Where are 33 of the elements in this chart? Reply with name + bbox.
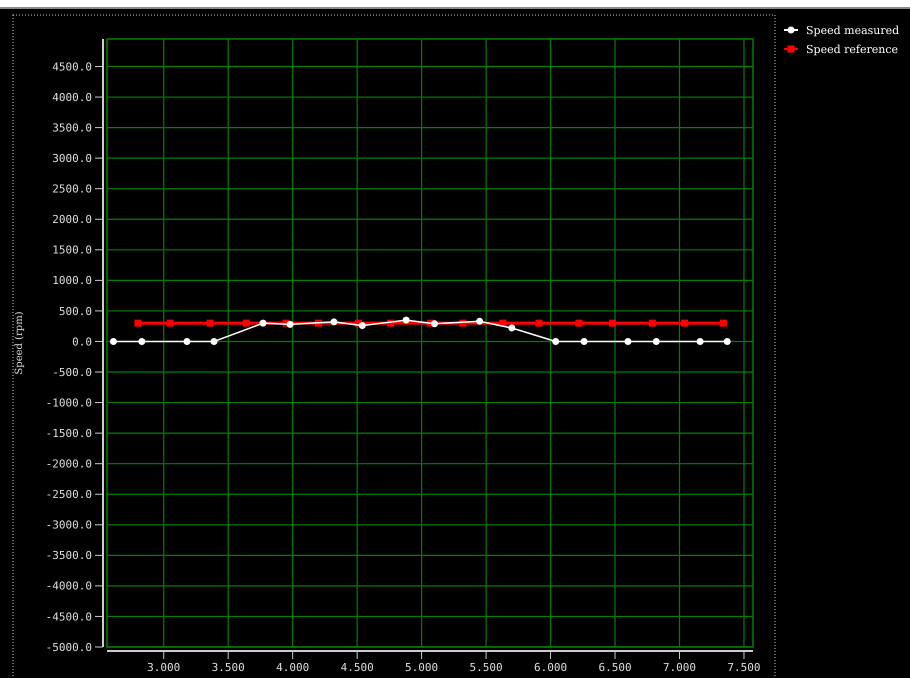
y-tick-label: 4000.0 — [52, 90, 92, 104]
y-tick-label: -5000.0 — [46, 640, 92, 654]
legend-label: Speed reference — [806, 42, 898, 56]
x-tick-label: 6.500 — [598, 661, 632, 674]
x-tick-label: 7.000 — [662, 661, 696, 674]
x-tick-label: 4.500 — [340, 661, 374, 674]
y-tick-label: 1000.0 — [52, 274, 92, 288]
y-tick-label: 3000.0 — [52, 152, 92, 166]
x-tick-label: 6.000 — [534, 661, 568, 674]
x-tick-label: 3.000 — [147, 661, 180, 674]
y-tick-label: -3500.0 — [46, 549, 92, 562]
y-tick-label: -2500.0 — [46, 488, 92, 502]
y-tick-label: -500.0 — [52, 366, 92, 379]
y-tick-label: 3500.0 — [52, 121, 92, 134]
y-axis-title: Speed (rpm) — [14, 311, 25, 375]
x-tick-label: 5.000 — [405, 661, 438, 674]
y-tick-label: 500.0 — [58, 304, 92, 318]
y-tick-label: -3000.0 — [46, 518, 92, 532]
y-tick-label: -1000.0 — [46, 396, 92, 410]
y-tick-label: 1500.0 — [52, 244, 92, 257]
y-tick-label: 0.0 — [72, 335, 92, 348]
y-tick-label: -2000.0 — [46, 458, 92, 471]
y-tick-label: 2000.0 — [52, 213, 92, 226]
y-tick-label: -1500.0 — [46, 426, 92, 440]
y-tick-label: -4500.0 — [46, 610, 92, 624]
x-tick-label: 3.500 — [212, 661, 245, 674]
x-tick-label: 5.500 — [470, 661, 503, 674]
y-tick-label: 2500.0 — [52, 182, 92, 196]
y-tick-label: -4000.0 — [46, 580, 92, 593]
x-tick-label: 4.000 — [276, 661, 310, 674]
x-tick-label: 7.500 — [727, 661, 761, 674]
legend-label: Speed measured — [806, 24, 900, 37]
y-tick-label: 4500.0 — [52, 60, 92, 74]
